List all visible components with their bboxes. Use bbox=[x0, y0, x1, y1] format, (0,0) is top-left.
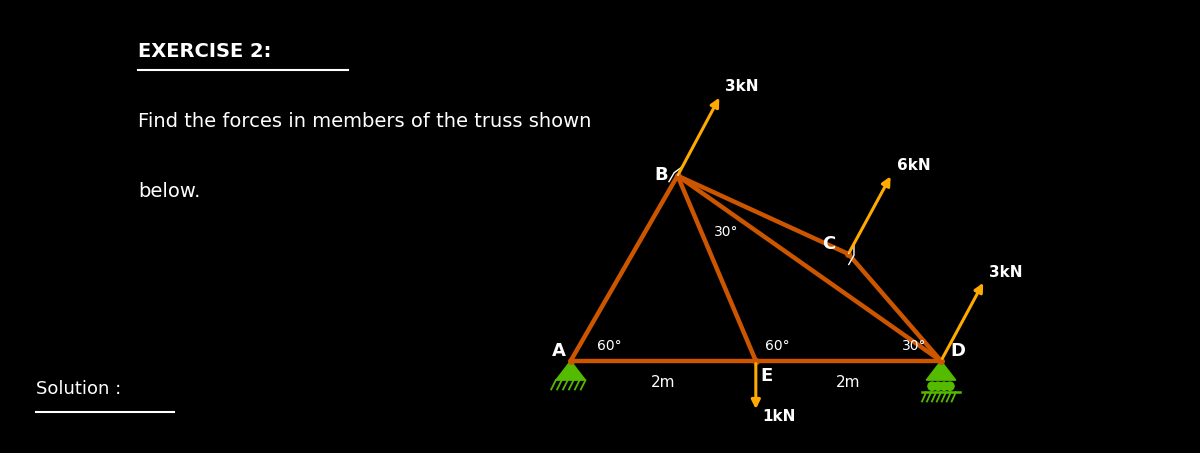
Text: 6kN: 6kN bbox=[896, 158, 930, 173]
Text: 60°: 60° bbox=[766, 339, 790, 353]
Text: 30°: 30° bbox=[714, 225, 739, 239]
Circle shape bbox=[940, 382, 948, 390]
Text: 3kN: 3kN bbox=[725, 79, 758, 95]
Text: 60°: 60° bbox=[596, 339, 622, 353]
Text: 3kN: 3kN bbox=[989, 265, 1022, 280]
Text: below.: below. bbox=[138, 182, 200, 201]
Circle shape bbox=[934, 382, 942, 390]
Polygon shape bbox=[556, 361, 586, 380]
Text: E: E bbox=[761, 367, 773, 386]
Text: D: D bbox=[950, 342, 965, 360]
Text: B: B bbox=[654, 166, 668, 184]
Text: C: C bbox=[822, 236, 835, 253]
Text: 1kN: 1kN bbox=[762, 409, 796, 424]
Text: A: A bbox=[552, 342, 566, 360]
Text: EXERCISE 2:: EXERCISE 2: bbox=[138, 42, 271, 61]
Polygon shape bbox=[926, 361, 956, 380]
Circle shape bbox=[946, 382, 954, 390]
Text: 2m: 2m bbox=[650, 375, 676, 390]
Text: Find the forces in members of the truss shown: Find the forces in members of the truss … bbox=[138, 112, 592, 131]
Text: 30°: 30° bbox=[902, 339, 926, 353]
Text: Solution :: Solution : bbox=[36, 380, 121, 398]
Text: 2m: 2m bbox=[836, 375, 860, 390]
Circle shape bbox=[928, 382, 936, 390]
